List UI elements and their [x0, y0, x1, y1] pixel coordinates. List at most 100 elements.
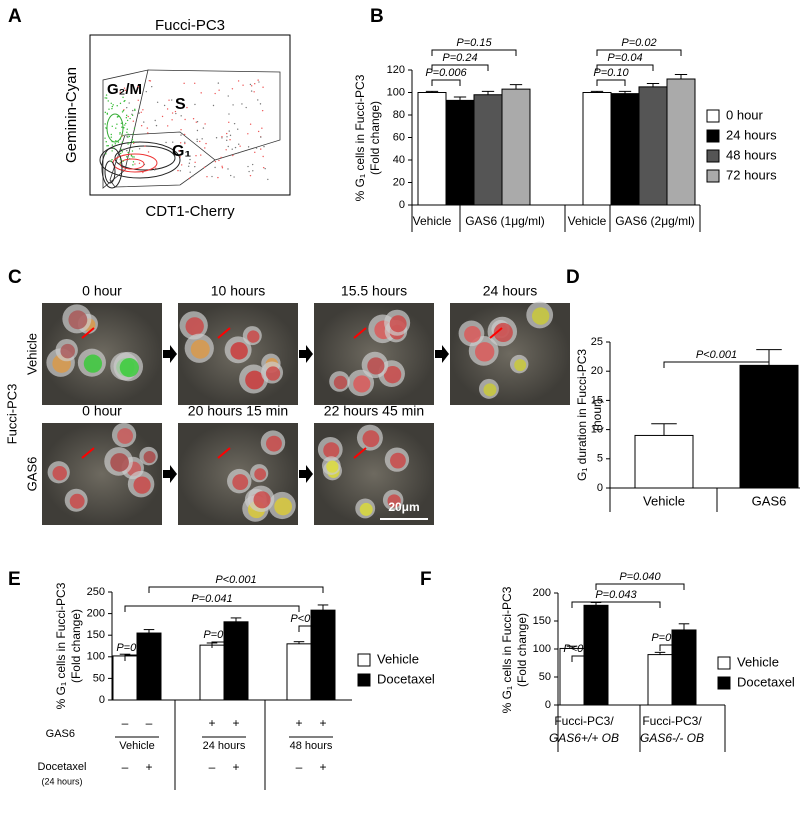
flow-dot [119, 102, 122, 105]
flow-arrow [163, 465, 177, 483]
cell-nucleus [531, 307, 550, 325]
flow-dot [264, 167, 266, 170]
flow-dot [171, 112, 174, 114]
flow-dot [221, 167, 224, 169]
flow-dot [195, 155, 197, 157]
cell-nucleus [83, 354, 103, 373]
legend-swatch [706, 149, 720, 163]
p-value: P<0.001 [696, 349, 737, 361]
flow-dot [111, 158, 113, 161]
flow-dot [261, 109, 264, 112]
flow-dot [254, 83, 256, 85]
flow-dot [171, 119, 173, 121]
flow-dot [105, 127, 108, 130]
flow-dot [183, 82, 185, 85]
flow-dot [127, 115, 129, 118]
y-tick-label: 15 [591, 394, 603, 406]
flow-dot [155, 124, 158, 127]
p-value: P=0.027 [203, 629, 245, 641]
flow-dot [125, 114, 128, 117]
flow-dot [214, 166, 216, 169]
flow-dot [254, 151, 256, 154]
flow-dot [107, 144, 109, 147]
y-tick-label: 250 [87, 586, 105, 598]
cell-nucleus [230, 342, 248, 360]
p-value: P=0.040 [619, 571, 661, 583]
y-tick-label: 25 [591, 336, 603, 348]
pointer-arrow [81, 447, 95, 459]
bar [638, 86, 668, 206]
panel-label: E [8, 569, 21, 590]
flow-dot [179, 142, 182, 144]
flow-dot [125, 122, 127, 125]
flow-dot [262, 86, 264, 88]
bar [112, 655, 138, 701]
flow-dot [134, 108, 136, 111]
flow-dot [111, 144, 114, 146]
flow-dot [215, 137, 218, 139]
flow-dot [127, 151, 129, 154]
bar [671, 629, 697, 706]
flow-dot [261, 127, 263, 129]
x-tick-label: GAS6-/- OB [640, 731, 704, 745]
flow-dot [239, 145, 241, 147]
flow-dot [121, 133, 123, 135]
flow-dot [116, 105, 118, 107]
flow-arrow [435, 345, 449, 363]
flow-dot [124, 89, 127, 92]
y-tick-label: 50 [539, 671, 551, 683]
flow-dot [112, 104, 114, 106]
bar [445, 99, 475, 206]
p-value: P=0.10 [593, 67, 629, 79]
flow-dot [121, 135, 123, 137]
gate-s [147, 69, 281, 161]
flow-dot [184, 141, 186, 143]
cell-nucleus [245, 370, 264, 390]
cell-nucleus [323, 442, 340, 459]
flow-dot [111, 125, 113, 127]
flow-dot [122, 160, 124, 162]
flow-dot [200, 154, 202, 156]
flow-dot [142, 109, 144, 111]
flow-dot [228, 121, 230, 123]
flow-dot [126, 156, 128, 158]
flow-dot [155, 167, 157, 169]
y-tick-label: 150 [87, 629, 105, 641]
significance-bracket [596, 49, 682, 56]
cell-nucleus [362, 430, 380, 448]
legend-swatch [706, 169, 720, 183]
flow-dot [111, 140, 113, 143]
flow-dot [140, 111, 142, 114]
y-axis-label: % G₁ cells in Fucci-PC3 [54, 582, 68, 709]
treatment-sign: + [145, 760, 152, 774]
bar [582, 92, 612, 206]
legend-label: Docetaxel [737, 674, 795, 689]
flow-dot [194, 165, 196, 168]
time-label: 20 hours 15 min [188, 403, 288, 419]
flow-dot [105, 153, 107, 155]
flow-dot [111, 105, 114, 108]
flow-dot [161, 115, 164, 118]
flow-dot [262, 155, 264, 158]
flow-dot [228, 113, 230, 115]
y-tick-label: 150 [533, 615, 551, 627]
flow-dot [121, 111, 124, 113]
contour [101, 147, 123, 189]
flow-dot [166, 108, 169, 110]
flow-dot [119, 91, 121, 93]
flow-dot [106, 112, 109, 115]
flow-dot [231, 88, 234, 90]
cell-nucleus [52, 466, 67, 481]
flow-dot [257, 130, 260, 133]
flow-dot [105, 97, 108, 99]
flow-dot [151, 85, 153, 88]
flow-dot [146, 127, 149, 129]
flow-dot [107, 100, 109, 102]
flow-dot [126, 136, 128, 138]
flow-dot [217, 176, 219, 179]
flow-dot [126, 149, 128, 152]
flow-dot [202, 127, 205, 129]
significance-bracket [595, 583, 685, 590]
flow-dot [237, 152, 240, 154]
flow-dot [250, 85, 253, 87]
